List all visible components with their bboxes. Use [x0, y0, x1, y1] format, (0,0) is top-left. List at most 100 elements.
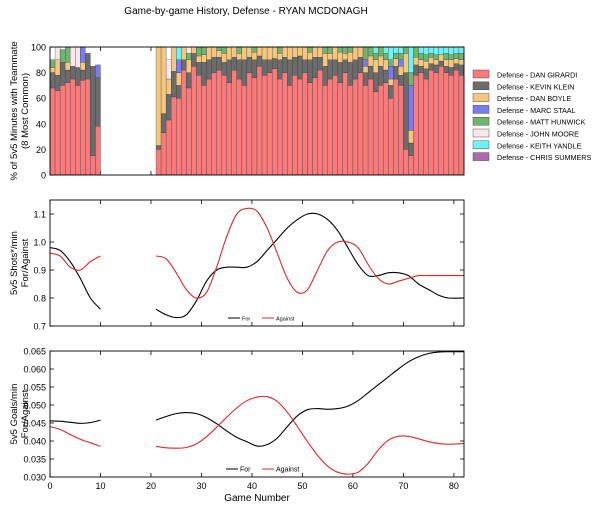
bar-segment — [403, 53, 409, 73]
bar-segment — [383, 59, 389, 71]
y-tick-label: 0.055 — [23, 383, 46, 393]
bar-segment — [287, 46, 293, 60]
bar-segment — [438, 66, 444, 176]
x-tick-label: 30 — [196, 481, 206, 491]
bar-segment — [393, 66, 399, 80]
legend-swatch — [472, 81, 490, 91]
bar-segment — [236, 59, 243, 80]
bar-segment — [327, 53, 333, 60]
bar-segment — [75, 46, 81, 68]
legend-swatch — [472, 93, 490, 102]
bar-segment — [367, 66, 374, 80]
bar-segment — [393, 53, 399, 59]
bar-segment — [176, 98, 182, 176]
bar-segment — [403, 149, 409, 176]
bar-segment — [408, 130, 414, 144]
bar-segment — [362, 59, 369, 67]
bar-segment — [171, 46, 177, 72]
legend-swatch — [472, 116, 490, 126]
bar-segment — [241, 59, 248, 86]
bar-segment — [423, 60, 429, 69]
legend-entry: Defense - DAN GIRARDI — [497, 71, 577, 80]
legend-swatch — [472, 140, 490, 150]
bar-segment — [327, 59, 333, 80]
x-tick-label: 10 — [95, 481, 105, 491]
bar-segment — [458, 64, 465, 76]
bar-segment — [80, 80, 86, 176]
legend-entry: For — [240, 467, 251, 474]
bar-segment — [458, 59, 465, 66]
bar-segment — [342, 46, 349, 54]
bar-segment — [241, 46, 248, 60]
bar-segment — [186, 46, 192, 54]
x-tick-label: 70 — [398, 481, 408, 491]
bar-segment — [221, 75, 227, 176]
x-axis-label: Game Number — [224, 493, 290, 504]
bar-segment — [418, 46, 424, 54]
bar-segment — [398, 59, 404, 67]
bar-segment — [352, 46, 359, 60]
bar-segment — [388, 46, 394, 60]
bar-segment — [181, 46, 187, 60]
bar-segment — [388, 59, 394, 67]
y-tick-label: 0.045 — [23, 419, 46, 429]
bar-segment — [383, 46, 389, 54]
bar-segment — [70, 46, 76, 67]
bar-segment — [332, 75, 338, 176]
bar-segment — [196, 75, 202, 176]
bar-segment — [342, 53, 349, 60]
bar-segment — [165, 119, 172, 176]
bar-segment — [292, 75, 298, 176]
y-tick-label: 1.1 — [33, 210, 46, 220]
bar-segment — [302, 72, 308, 176]
bar-segment — [251, 51, 258, 60]
bar-segment — [347, 62, 354, 86]
bar-segment — [362, 72, 369, 86]
bar-segment — [251, 77, 258, 176]
bar-segment — [372, 72, 379, 92]
bar-segment — [322, 66, 328, 86]
bar-segment — [448, 75, 455, 176]
bar-segment — [287, 85, 293, 176]
y-axis-label: 5v5 Shots*/minFor/Against — [9, 231, 31, 295]
bar-segment — [54, 46, 61, 60]
bar-segment — [191, 53, 197, 67]
legend-swatch — [472, 152, 490, 161]
figure-title: Game-by-game History, Defense - RYAN MCD… — [124, 6, 367, 17]
bar-segment — [206, 46, 212, 60]
bar-segment — [59, 49, 66, 63]
bar-segment — [54, 75, 61, 91]
bar-segment — [398, 46, 404, 54]
bar-segment — [201, 85, 207, 176]
bar-segment — [393, 46, 399, 54]
bar-segment — [398, 75, 404, 86]
bar-segment — [292, 46, 298, 58]
bar-segment — [398, 85, 404, 176]
bar-segment — [378, 55, 384, 67]
bar-segment — [448, 59, 455, 68]
bar-segment — [398, 66, 404, 76]
bar-segment — [307, 59, 313, 83]
panel-1: 0.7 0.8 0.9 1.0 1.1 5v5 Shots*/minFor/Against… — [9, 199, 465, 332]
bar-segment — [362, 85, 369, 176]
bar-segment — [433, 59, 439, 66]
bar-segment — [378, 46, 384, 57]
bar-segment — [378, 85, 384, 176]
bar-segment — [317, 69, 323, 176]
bar-segment — [307, 51, 313, 60]
x-tick-label: 50 — [297, 481, 307, 491]
bar-segment — [256, 55, 263, 67]
y-axis-label: % of 5v5 Minutes with Teammate(8 Most Co… — [9, 41, 31, 180]
bar-segment — [80, 62, 86, 71]
bar-segment — [246, 57, 253, 73]
bar-segment — [211, 72, 217, 176]
y-tick-label: 20 — [36, 145, 46, 155]
bar-segment — [176, 72, 182, 86]
bar-segment — [266, 46, 273, 60]
y-tick-label: 0.030 — [23, 473, 46, 483]
bar-segment — [201, 62, 207, 86]
bar-segment — [337, 51, 343, 63]
bar-segment — [186, 72, 192, 89]
bar-segment — [302, 59, 308, 73]
bar-segment — [453, 58, 460, 64]
